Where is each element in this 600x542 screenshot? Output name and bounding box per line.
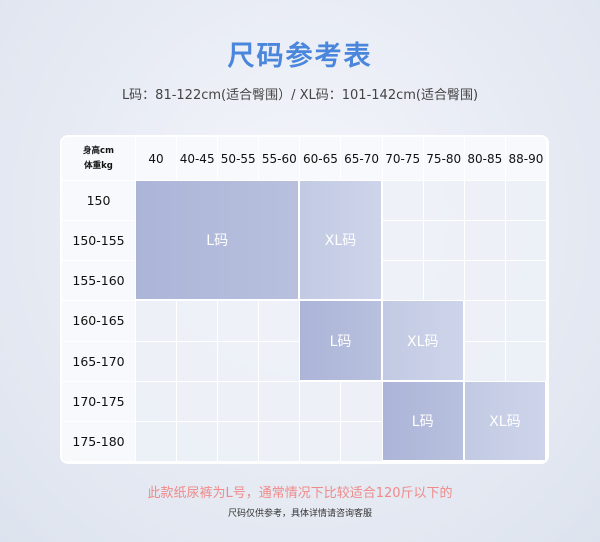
table-cell	[300, 381, 342, 422]
row-header: 150	[62, 181, 136, 222]
table-cell	[505, 301, 547, 342]
table-cell	[259, 421, 301, 462]
size-block-xl: XL码	[464, 381, 547, 462]
table-cell	[177, 301, 219, 342]
column-header: 40	[136, 137, 178, 181]
table-cell	[177, 341, 219, 382]
table-cell	[382, 261, 424, 302]
size-range-subtitle: L码：81-122cm(适合臀围）/ XL码：101-142cm(适合臀围)	[121, 88, 479, 103]
row-header: 150-155	[62, 221, 136, 262]
table-cell	[218, 421, 260, 462]
table-cell	[136, 341, 178, 382]
table-cell	[464, 221, 506, 262]
product-note: 此款纸尿裤为L号，通常情况下比较适合120斤以下的	[147, 486, 453, 501]
row-header: 155-160	[62, 261, 136, 302]
table-cell	[300, 421, 342, 462]
table-cell	[341, 421, 383, 462]
table-cell	[464, 301, 506, 342]
table-cell	[423, 261, 465, 302]
table-cell	[177, 381, 219, 422]
table-cell	[382, 221, 424, 262]
column-header: 80-85	[464, 137, 506, 181]
table-cell	[382, 181, 424, 222]
table-cell	[218, 381, 260, 422]
column-header: 75-80	[423, 137, 465, 181]
size-block-l: L码	[300, 301, 383, 382]
table-cell	[505, 181, 547, 222]
table-cell	[423, 181, 465, 222]
column-header: 88-90	[505, 137, 547, 181]
disclaimer: 尺码仅供参考，具体详情请咨询客服	[227, 509, 372, 519]
table-cell	[423, 221, 465, 262]
column-header: 70-75	[382, 137, 424, 181]
height-label: 身高cm	[83, 145, 114, 156]
table-cell	[136, 381, 178, 422]
table-cell	[259, 341, 301, 382]
table-cell	[505, 221, 547, 262]
table-cell	[259, 381, 301, 422]
size-chart-table: 身高cm 体重kg 40 40-45 50-55 55-60 60-65 65-70 70-…	[60, 135, 549, 464]
table-cell	[177, 421, 219, 462]
row-header: 165-170	[62, 341, 136, 382]
corner-header: 身高cm 体重kg	[62, 137, 136, 181]
size-block-xl: XL码	[300, 181, 383, 302]
column-header: 65-70	[341, 137, 383, 181]
row-header: 175-180	[62, 421, 136, 462]
table-cell	[136, 421, 178, 462]
page-title: 尺码参考表	[227, 41, 373, 72]
table-cell	[218, 341, 260, 382]
column-header: 40-45	[177, 137, 219, 181]
table-cell	[464, 261, 506, 302]
column-header: 50-55	[218, 137, 260, 181]
size-block-l: L码	[382, 381, 465, 462]
size-block-xl: XL码	[382, 301, 465, 382]
column-header: 60-65	[300, 137, 342, 181]
table-cell	[218, 301, 260, 342]
size-block-l: L码	[136, 181, 301, 302]
table-cell	[464, 181, 506, 222]
row-header: 160-165	[62, 301, 136, 342]
table-cell	[464, 341, 506, 382]
row-header: 170-175	[62, 381, 136, 422]
table-cell	[505, 341, 547, 382]
table-cell	[505, 261, 547, 302]
column-header: 55-60	[259, 137, 301, 181]
weight-label: 体重kg	[84, 160, 113, 171]
table-cell	[259, 301, 301, 342]
table-cell	[341, 381, 383, 422]
table-cell	[136, 301, 178, 342]
